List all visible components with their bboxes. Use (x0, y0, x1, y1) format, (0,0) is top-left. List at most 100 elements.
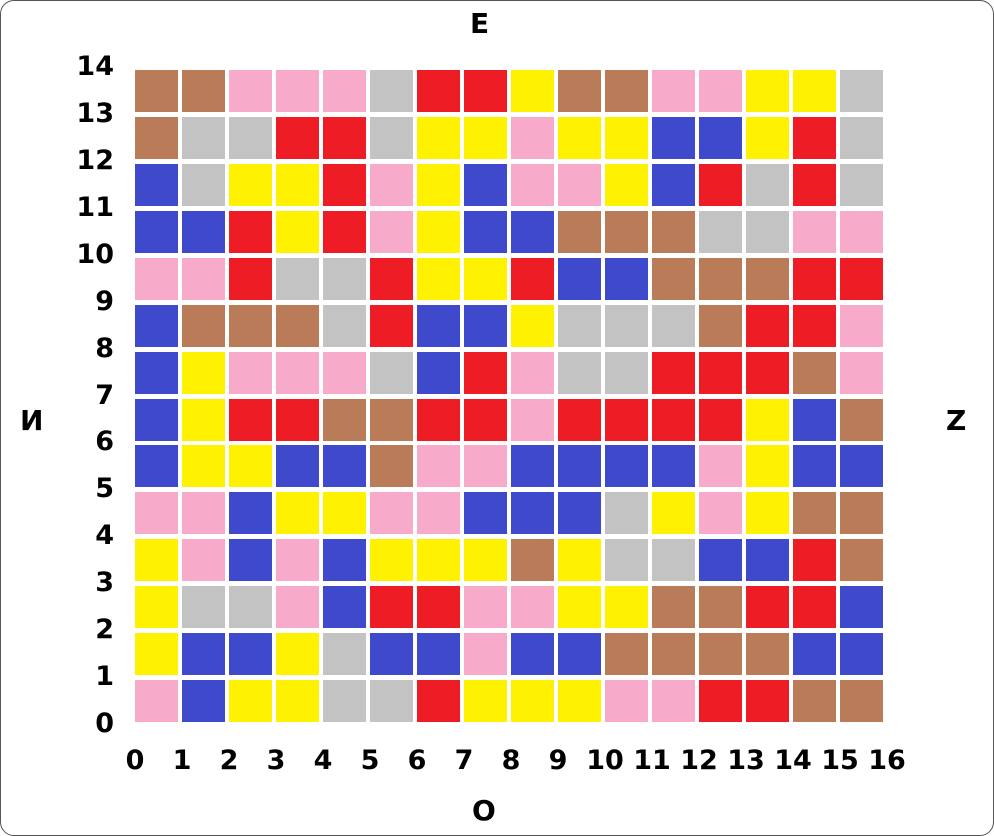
grid-cell[interactable] (793, 633, 836, 676)
grid-cell[interactable] (417, 633, 460, 676)
grid-cell[interactable] (746, 680, 789, 723)
grid-cell[interactable] (793, 351, 836, 394)
grid-cell[interactable] (793, 210, 836, 253)
grid-cell[interactable] (323, 586, 366, 629)
grid-cell[interactable] (276, 492, 319, 535)
grid-cell[interactable] (464, 398, 507, 441)
grid-cell[interactable] (370, 210, 413, 253)
grid-cell[interactable] (840, 633, 883, 676)
grid-cell[interactable] (652, 163, 695, 206)
grid-cell[interactable] (746, 445, 789, 488)
grid-cell[interactable] (229, 70, 272, 112)
grid-cell[interactable] (511, 539, 554, 582)
grid-cell[interactable] (558, 445, 601, 488)
grid-cell[interactable] (652, 116, 695, 159)
grid-cell[interactable] (699, 633, 742, 676)
grid-cell[interactable] (840, 304, 883, 347)
grid-cell[interactable] (511, 586, 554, 629)
grid-cell[interactable] (699, 304, 742, 347)
grid-cell[interactable] (558, 633, 601, 676)
grid-cell[interactable] (840, 163, 883, 206)
grid-cell[interactable] (511, 304, 554, 347)
grid-cell[interactable] (511, 492, 554, 535)
grid-cell[interactable] (323, 539, 366, 582)
grid-cell[interactable] (135, 351, 178, 394)
grid-cell[interactable] (746, 304, 789, 347)
grid-cell[interactable] (135, 492, 178, 535)
grid-cell[interactable] (370, 539, 413, 582)
grid-cell[interactable] (323, 116, 366, 159)
grid-cell[interactable] (558, 351, 601, 394)
grid-cell[interactable] (229, 680, 272, 723)
grid-cell[interactable] (793, 398, 836, 441)
grid-cell[interactable] (323, 163, 366, 206)
grid-cell[interactable] (229, 210, 272, 253)
grid-cell[interactable] (652, 304, 695, 347)
grid-cell[interactable] (323, 633, 366, 676)
grid-cell[interactable] (605, 163, 648, 206)
grid-cell[interactable] (840, 210, 883, 253)
grid-cell[interactable] (840, 257, 883, 300)
grid-cell[interactable] (511, 633, 554, 676)
grid-cell[interactable] (323, 351, 366, 394)
grid-cell[interactable] (135, 163, 178, 206)
grid-cell[interactable] (276, 398, 319, 441)
grid-cell[interactable] (840, 70, 883, 112)
grid-cell[interactable] (558, 539, 601, 582)
grid-cell[interactable] (276, 257, 319, 300)
grid-cell[interactable] (276, 210, 319, 253)
grid-cell[interactable] (793, 304, 836, 347)
grid-cell[interactable] (605, 257, 648, 300)
grid-cell[interactable] (511, 70, 554, 112)
grid-cell[interactable] (135, 257, 178, 300)
grid-cell[interactable] (276, 304, 319, 347)
grid-cell[interactable] (370, 257, 413, 300)
grid-cell[interactable] (182, 163, 225, 206)
grid-cell[interactable] (182, 257, 225, 300)
grid-cell[interactable] (746, 116, 789, 159)
grid-cell[interactable] (840, 445, 883, 488)
grid-cell[interactable] (840, 398, 883, 441)
grid-cell[interactable] (605, 633, 648, 676)
grid-cell[interactable] (417, 116, 460, 159)
grid-cell[interactable] (746, 539, 789, 582)
grid-cell[interactable] (229, 351, 272, 394)
grid-cell[interactable] (793, 445, 836, 488)
grid-cell[interactable] (464, 210, 507, 253)
grid-cell[interactable] (182, 398, 225, 441)
grid-cell[interactable] (511, 257, 554, 300)
grid-cell[interactable] (182, 492, 225, 535)
grid-cell[interactable] (605, 492, 648, 535)
grid-cell[interactable] (323, 70, 366, 112)
grid-cell[interactable] (135, 680, 178, 723)
grid-cell[interactable] (229, 586, 272, 629)
grid-cell[interactable] (276, 351, 319, 394)
grid-cell[interactable] (793, 257, 836, 300)
grid-cell[interactable] (793, 586, 836, 629)
grid-cell[interactable] (464, 539, 507, 582)
grid-cell[interactable] (464, 70, 507, 112)
grid-cell[interactable] (699, 680, 742, 723)
grid-cell[interactable] (652, 586, 695, 629)
grid-cell[interactable] (370, 633, 413, 676)
grid-cell[interactable] (840, 492, 883, 535)
grid-cell[interactable] (605, 586, 648, 629)
grid-cell[interactable] (135, 210, 178, 253)
grid-cell[interactable] (182, 116, 225, 159)
grid-cell[interactable] (511, 210, 554, 253)
grid-cell[interactable] (417, 210, 460, 253)
grid-cell[interactable] (370, 351, 413, 394)
grid-cell[interactable] (182, 586, 225, 629)
grid-cell[interactable] (464, 304, 507, 347)
grid-cell[interactable] (746, 633, 789, 676)
grid-cell[interactable] (511, 680, 554, 723)
grid-cell[interactable] (605, 304, 648, 347)
grid-cell[interactable] (699, 70, 742, 112)
grid-cell[interactable] (464, 586, 507, 629)
grid-cell[interactable] (464, 492, 507, 535)
grid-cell[interactable] (276, 680, 319, 723)
grid-cell[interactable] (699, 163, 742, 206)
grid-cell[interactable] (652, 633, 695, 676)
grid-cell[interactable] (229, 304, 272, 347)
grid-cell[interactable] (558, 492, 601, 535)
